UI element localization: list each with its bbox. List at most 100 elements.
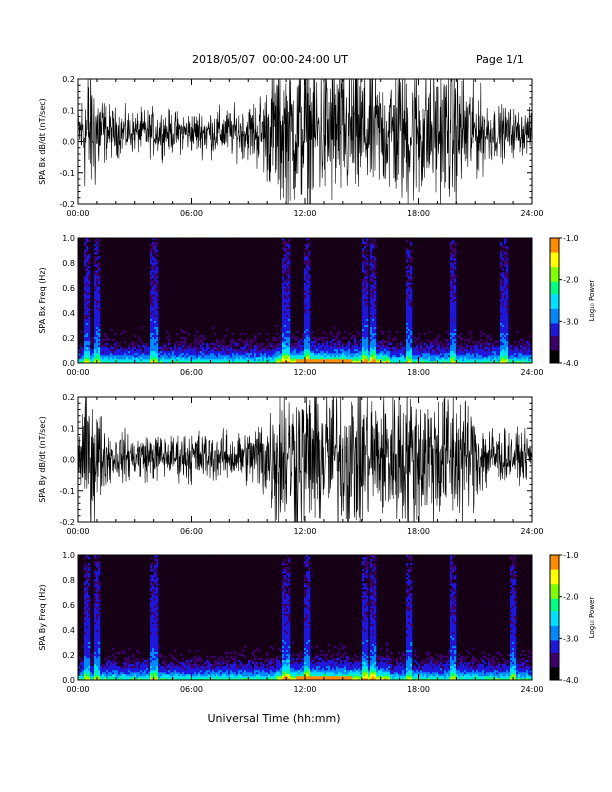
spectrogram-cell xyxy=(528,360,531,364)
spectrogram-cell xyxy=(296,356,299,360)
spectrogram-cell xyxy=(410,328,413,332)
spectrogram-cell xyxy=(84,563,87,566)
spectrogram-cell xyxy=(154,607,157,610)
spectrogram-cell xyxy=(88,330,91,334)
spectrogram-cell xyxy=(138,671,141,675)
spectrogram-cell xyxy=(162,358,165,362)
spectrogram-cell xyxy=(244,350,247,354)
spectrogram-cell xyxy=(282,278,285,281)
spectrogram-cell xyxy=(152,603,155,606)
spectrogram-cell xyxy=(308,356,311,360)
spectrogram-cell xyxy=(450,296,453,299)
spectrogram-cell xyxy=(288,240,291,243)
spectrogram-cell xyxy=(326,354,329,358)
spectrogram-cell xyxy=(106,360,109,364)
spectrogram-cell xyxy=(150,629,153,632)
spectrogram-cell xyxy=(122,356,125,360)
spectrogram-cell xyxy=(516,352,519,356)
spectrogram-cell xyxy=(312,344,315,348)
spectrogram-cell xyxy=(302,360,305,364)
spectrogram-cell xyxy=(286,322,289,325)
spectrogram-cell xyxy=(366,360,369,364)
spectrogram-cell xyxy=(462,354,465,358)
x-tick-label: 06:00 xyxy=(180,368,203,377)
spectrogram-cell xyxy=(94,631,97,634)
spectrogram-cell xyxy=(278,344,281,348)
spectrogram-cell xyxy=(292,360,295,364)
spectrogram-cell xyxy=(378,352,381,356)
spectrogram-cell xyxy=(228,354,231,358)
spectrogram-cell xyxy=(502,354,505,358)
spectrogram-cell xyxy=(134,665,137,669)
spectrogram-cell xyxy=(372,358,375,362)
spectrogram-cell xyxy=(136,350,139,354)
spectrogram-cell xyxy=(360,348,363,352)
spectrogram-cell xyxy=(356,348,359,352)
spectrogram-cell xyxy=(408,302,411,305)
spectrogram-cell xyxy=(94,256,97,259)
spectrogram-cell xyxy=(454,354,457,358)
spectrogram-cell xyxy=(450,318,453,321)
spectrogram-cell xyxy=(110,675,113,679)
spectrogram-cell xyxy=(188,350,191,354)
spectrogram-cell xyxy=(374,340,377,344)
spectrogram-cell xyxy=(86,312,89,315)
spectrogram-cell xyxy=(88,328,91,332)
spectrogram-cell xyxy=(422,346,425,350)
spectrogram-cell xyxy=(334,336,337,340)
spectrogram-cell xyxy=(104,677,107,681)
spectrogram-cell xyxy=(112,338,115,342)
spectrogram-cell xyxy=(98,274,101,277)
spectrogram-cell xyxy=(262,358,265,362)
spectrogram-cell xyxy=(500,352,503,356)
spectrogram-cell xyxy=(366,292,369,295)
spectrogram-cell xyxy=(86,282,89,285)
spectrogram-cell xyxy=(410,322,413,325)
spectrogram-cell xyxy=(430,354,433,358)
spectrogram-cell xyxy=(450,294,453,297)
spectrogram-cell xyxy=(244,342,247,346)
spectrogram-cell xyxy=(376,360,379,364)
spectrogram-cell xyxy=(286,330,289,334)
spectrogram-cell xyxy=(158,350,161,354)
spectrogram-cell xyxy=(234,352,237,356)
spectrogram-cell xyxy=(176,358,179,362)
spectrogram-cell xyxy=(234,348,237,352)
colorbar-tick-label: -1.0 xyxy=(563,234,579,243)
spectrogram-cell xyxy=(162,352,165,356)
spectrogram-cell xyxy=(132,342,135,346)
spectrogram-cell xyxy=(94,589,97,592)
spectrogram-cell xyxy=(264,346,267,350)
spectrogram-cell xyxy=(152,286,155,289)
spectrogram-cell xyxy=(450,332,453,336)
spectrogram-cell xyxy=(372,266,375,269)
spectrogram-cell xyxy=(282,300,285,303)
spectrogram-cell xyxy=(150,663,153,667)
spectrogram-cell xyxy=(502,304,505,307)
spectrogram-cell xyxy=(86,579,89,582)
spectrogram-cell xyxy=(284,292,287,295)
spectrogram-cell xyxy=(98,611,101,614)
spectrogram-cell xyxy=(500,312,503,315)
spectrogram-cell xyxy=(494,354,497,358)
spectrogram-cell xyxy=(366,330,369,334)
spectrogram-cell xyxy=(178,346,181,350)
spectrogram-cell xyxy=(276,344,279,348)
spectrogram-cell xyxy=(482,352,485,356)
spectrogram-cell xyxy=(154,611,157,614)
spectrogram-cell xyxy=(130,665,133,669)
spectrogram-cell xyxy=(272,338,275,342)
spectrogram-cell xyxy=(84,597,87,600)
spectrogram-cell xyxy=(150,609,153,612)
spectrogram-cell xyxy=(374,326,377,330)
spectrogram-cell xyxy=(450,358,453,362)
spectrogram-cell xyxy=(362,346,365,350)
spectrogram-cell xyxy=(500,322,503,325)
spectrogram-cell xyxy=(112,675,115,679)
spectrogram-cell xyxy=(486,334,489,338)
spectrogram-cell xyxy=(94,322,97,325)
spectrogram-cell xyxy=(340,360,343,364)
spectrogram-cell xyxy=(78,358,81,362)
spectrogram-cell xyxy=(506,248,509,251)
spectrogram-cell xyxy=(188,346,191,350)
